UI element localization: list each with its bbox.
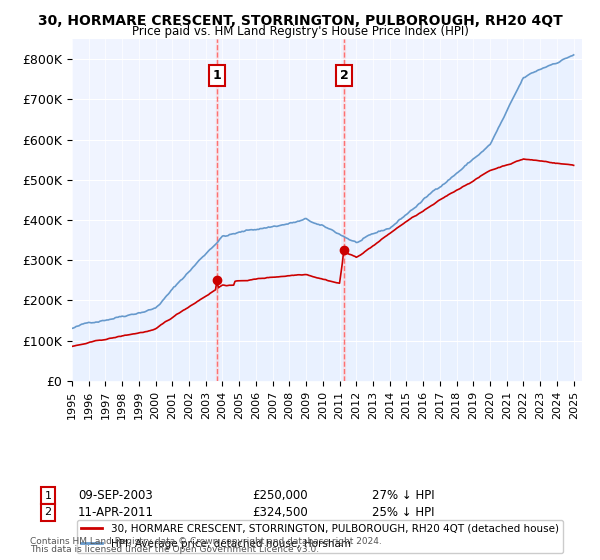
Legend: 30, HORMARE CRESCENT, STORRINGTON, PULBOROUGH, RH20 4QT (detached house), HPI: A: 30, HORMARE CRESCENT, STORRINGTON, PULBO… bbox=[77, 520, 563, 553]
Text: 27% ↓ HPI: 27% ↓ HPI bbox=[372, 489, 434, 502]
Text: This data is licensed under the Open Government Licence v3.0.: This data is licensed under the Open Gov… bbox=[30, 545, 319, 554]
Text: 11-APR-2011: 11-APR-2011 bbox=[78, 506, 154, 519]
Text: 1: 1 bbox=[213, 69, 221, 82]
Bar bbox=[217, 39, 218, 381]
Text: 2: 2 bbox=[44, 507, 52, 517]
Text: Price paid vs. HM Land Registry's House Price Index (HPI): Price paid vs. HM Land Registry's House … bbox=[131, 25, 469, 38]
Text: £324,500: £324,500 bbox=[252, 506, 308, 519]
Text: £250,000: £250,000 bbox=[252, 489, 308, 502]
Text: 25% ↓ HPI: 25% ↓ HPI bbox=[372, 506, 434, 519]
Text: 09-SEP-2003: 09-SEP-2003 bbox=[78, 489, 153, 502]
Text: 2: 2 bbox=[340, 69, 349, 82]
Text: 1: 1 bbox=[44, 491, 52, 501]
Text: 30, HORMARE CRESCENT, STORRINGTON, PULBOROUGH, RH20 4QT: 30, HORMARE CRESCENT, STORRINGTON, PULBO… bbox=[38, 14, 562, 28]
Bar bbox=[343, 39, 345, 381]
Text: Contains HM Land Registry data © Crown copyright and database right 2024.: Contains HM Land Registry data © Crown c… bbox=[30, 537, 382, 546]
